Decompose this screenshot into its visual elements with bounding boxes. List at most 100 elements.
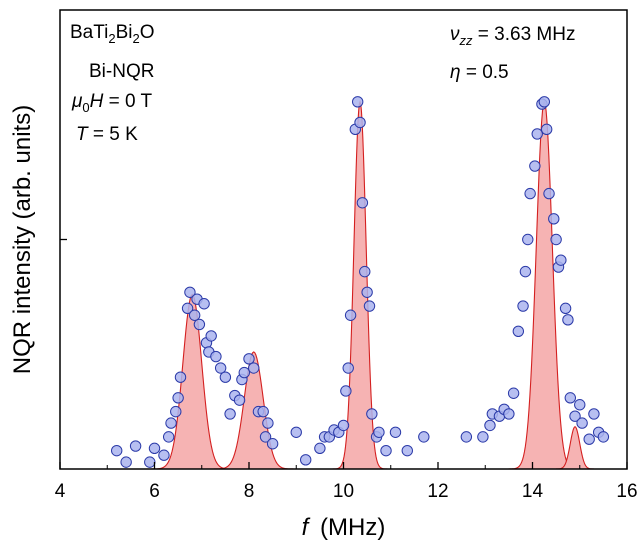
data-point-52 [361, 286, 373, 298]
data-point-35 [266, 438, 279, 450]
compound-part-2: Bi [116, 22, 133, 43]
field-mu: μ [71, 91, 83, 112]
data-point-87 [569, 410, 581, 422]
x-tick-label-6: 6 [149, 481, 160, 502]
field-sub: 0 [82, 100, 89, 115]
eta-value: = 0.5 [461, 62, 509, 83]
data-point-84 [559, 302, 572, 315]
data-point-67 [503, 408, 515, 420]
data-point-21 [210, 350, 222, 363]
data-point-28 [238, 366, 250, 379]
data-point-22 [214, 362, 227, 374]
compound-sub-2: 2 [133, 31, 140, 46]
data-point-32 [257, 405, 269, 418]
data-point-50 [356, 197, 369, 209]
data-point-53 [363, 300, 376, 312]
data-point-71 [519, 265, 532, 278]
data-point-81 [550, 233, 562, 246]
data-point-36 [290, 426, 302, 438]
data-point-13 [184, 286, 196, 298]
field-value: = 0 T [103, 91, 152, 112]
y-axis-title: NQR intensity (arb. units) [9, 105, 36, 374]
x-tick-label-16: 16 [616, 481, 637, 502]
data-point-79 [543, 187, 555, 200]
nu-value: = 3.63 MHz [473, 24, 576, 45]
fit-peak-area-1 [149, 294, 235, 469]
data-point-93 [597, 431, 610, 443]
data-point-5 [148, 442, 161, 455]
x-tick-label-10: 10 [333, 481, 354, 502]
data-point-51 [359, 265, 371, 278]
data-point-63 [484, 419, 496, 432]
x-tick-label-12: 12 [427, 481, 448, 502]
data-point-4 [144, 456, 156, 468]
data-point-23 [219, 371, 232, 383]
data-point-74 [529, 160, 541, 172]
data-point-69 [512, 325, 525, 337]
data-point-33 [259, 431, 272, 443]
x-axis-unit: (MHz) [320, 514, 385, 541]
field-h: H [90, 91, 104, 112]
x-axis-title: f (MHz) [302, 514, 386, 541]
data-point-49 [354, 116, 366, 129]
data-point-85 [562, 314, 574, 326]
fit-peak-area-5 [553, 426, 597, 469]
data-point-7 [162, 431, 175, 443]
field-label: μ0H = 0 T [71, 91, 153, 115]
data-point-8 [165, 417, 177, 429]
data-point-62 [477, 431, 489, 443]
fit-peak-line-2 [211, 351, 297, 470]
compound-part-1: BaTi [70, 22, 108, 43]
data-point-34 [262, 417, 274, 429]
method-label: Bi-NQR [89, 61, 154, 82]
temperature-value: = 5 K [88, 124, 138, 145]
data-point-20 [205, 330, 217, 342]
data-point-3 [129, 440, 142, 452]
data-point-29 [243, 353, 255, 365]
data-point-58 [389, 426, 402, 438]
data-point-73 [524, 187, 536, 200]
x-axis-ticks: 4 6 8 10 12 14 16 [55, 462, 638, 502]
data-point-86 [564, 392, 576, 404]
data-point-43 [337, 419, 350, 432]
data-point-11 [174, 371, 187, 383]
fit-peak-area-3 [332, 101, 388, 470]
data-point-83 [555, 254, 567, 266]
x-tick-label-4: 4 [55, 481, 66, 502]
data-point-60 [418, 431, 430, 443]
data-point-72 [522, 233, 534, 246]
data-point-37 [300, 454, 312, 466]
data-point-12 [181, 302, 194, 315]
data-point-45 [342, 362, 354, 374]
data-point-75 [531, 128, 543, 140]
x-tick-label-8: 8 [244, 481, 255, 502]
data-point-78 [540, 123, 553, 136]
temperature-symbol: T [76, 124, 89, 145]
data-point-57 [380, 444, 392, 457]
data-point-61 [460, 431, 473, 443]
data-point-26 [233, 394, 246, 406]
data-point-88 [574, 399, 586, 411]
data-point-90 [583, 433, 595, 445]
x-axis-symbol: f [302, 514, 311, 541]
x-tick-label-14: 14 [522, 481, 544, 502]
compound-label: BaTi2Bi2O [70, 22, 155, 46]
data-point-46 [344, 309, 357, 321]
nu-symbol: ν [450, 24, 460, 45]
data-point-68 [507, 387, 520, 399]
nu-label: νzz = 3.63 MHz [450, 24, 575, 48]
data-point-91 [588, 408, 600, 420]
data-point-1 [111, 444, 123, 457]
compound-part-3: O [140, 22, 155, 43]
data-point-80 [548, 213, 560, 225]
data-point-16 [193, 318, 206, 331]
data-point-24 [224, 408, 236, 420]
data-point-6 [158, 449, 170, 461]
data-point-38 [314, 442, 326, 455]
data-point-59 [401, 444, 413, 457]
nu-sub: zz [459, 33, 474, 48]
data-point-48 [351, 96, 364, 108]
data-point-2 [120, 456, 132, 468]
data-point-56 [373, 426, 385, 438]
